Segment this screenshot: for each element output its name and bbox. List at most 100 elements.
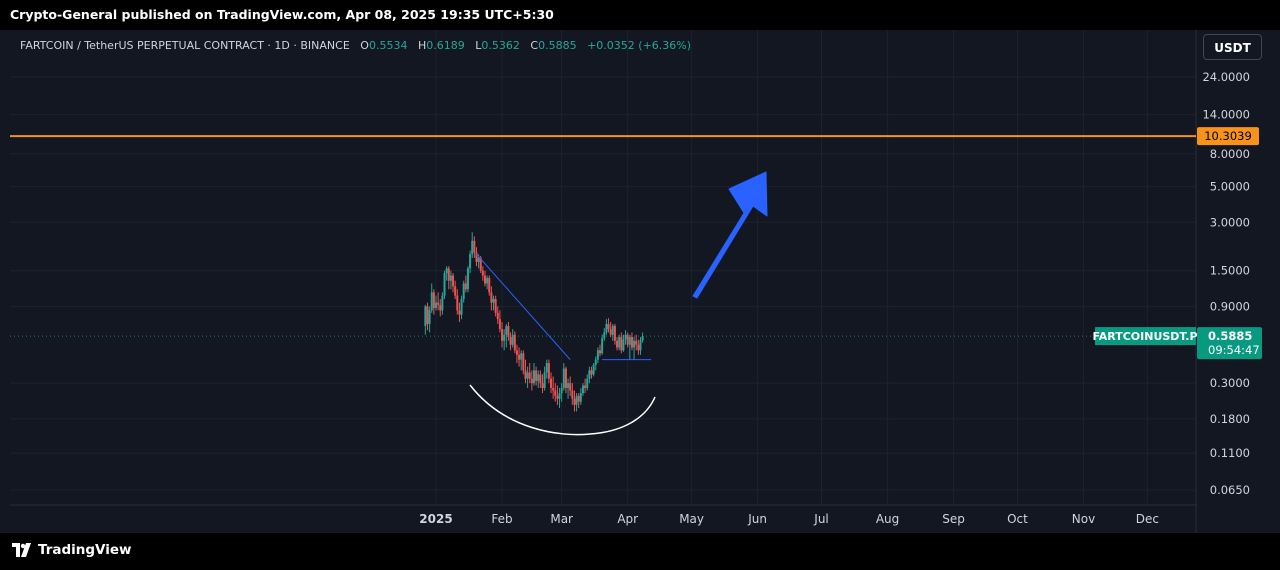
- price-chart[interactable]: 24.0000 14.0000 8.0000 5.0000 3.0000 1.5000 0.…: [0, 0, 1280, 533]
- chart-pane[interactable]: [0, 30, 1280, 533]
- candle-body: [528, 372, 531, 379]
- symbol-tag-text: FARTCOINUSDT.P: [1092, 330, 1197, 343]
- candle-body: [569, 383, 572, 391]
- candle-body: [430, 292, 433, 311]
- candle-body: [535, 370, 538, 381]
- level-price-tag: [1197, 127, 1259, 146]
- candle-body: [435, 302, 437, 308]
- candle-body: [596, 350, 599, 360]
- candle-body: [577, 395, 580, 402]
- candles: [424, 232, 644, 412]
- candle-body: [526, 372, 529, 379]
- price-axis[interactable]: 24.0000 14.0000 8.0000 5.0000 3.0000 1.5000 0.…: [1202, 70, 1250, 497]
- candle-body: [541, 383, 544, 388]
- high-value: 0.6189: [426, 39, 465, 52]
- x-tick-label: Apr: [617, 512, 638, 526]
- candle-body: [520, 353, 523, 360]
- x-tick-label: Dec: [1136, 512, 1159, 526]
- candle-body: [488, 278, 491, 293]
- candle-body: [456, 295, 459, 311]
- grid: [10, 30, 1197, 533]
- candle-body: [424, 306, 427, 326]
- candle-body: [428, 310, 431, 324]
- candle-body: [622, 339, 625, 351]
- y-tick-label: 0.3000: [1210, 376, 1250, 390]
- open-label: O: [360, 39, 369, 52]
- candle-body: [473, 240, 476, 253]
- candle-body: [620, 337, 623, 351]
- candle-body: [443, 273, 446, 296]
- x-tick-label: 2025: [419, 512, 452, 526]
- candle-body: [452, 275, 455, 287]
- candle-body: [486, 278, 489, 284]
- symbol-title[interactable]: FARTCOIN / TetherUS PERPETUAL CONTRACT ·…: [20, 39, 350, 52]
- y-tick-label: 3.0000: [1210, 215, 1250, 229]
- candle-body: [505, 325, 508, 335]
- change-value: +0.0352 (+6.36%): [587, 39, 692, 52]
- candle-body: [552, 387, 555, 391]
- x-tick-label: Feb: [491, 512, 512, 526]
- candle-body: [609, 329, 612, 335]
- drawings[interactable]: [10, 135, 1196, 436]
- y-tick-label: 5.0000: [1210, 180, 1250, 194]
- candle-body: [639, 340, 642, 351]
- candle-body: [592, 364, 595, 375]
- y-tick-label: 24.0000: [1202, 70, 1250, 84]
- candle-body: [494, 299, 497, 313]
- y-tick-label: 0.0650: [1210, 483, 1250, 497]
- candle-body: [543, 372, 546, 388]
- trendline[interactable]: [476, 253, 571, 360]
- candle-body: [469, 254, 472, 269]
- candle-body: [633, 340, 636, 348]
- bar-countdown-text: 09:54:47: [1208, 343, 1260, 357]
- close-value: 0.5885: [538, 39, 577, 52]
- x-tick-label: Jun: [747, 512, 767, 526]
- x-tick-label: Oct: [1007, 512, 1028, 526]
- candle-body: [507, 325, 510, 338]
- candle-body: [637, 344, 640, 351]
- candle-body: [530, 378, 533, 384]
- candle-body: [445, 268, 448, 274]
- candle-body: [539, 374, 542, 384]
- candle-body: [454, 286, 457, 296]
- x-tick-label: Jul: [813, 512, 828, 526]
- candle-body: [532, 370, 535, 384]
- candle-body: [618, 337, 621, 348]
- candle-body: [571, 390, 574, 399]
- candle-body: [594, 359, 597, 365]
- candle-body: [460, 299, 463, 315]
- candle-body: [560, 387, 563, 394]
- current-price-text: 0.5885: [1208, 329, 1252, 343]
- candle-body: [616, 340, 619, 348]
- candle-body: [458, 310, 461, 315]
- candle-body: [554, 390, 557, 396]
- candle-body: [550, 378, 553, 388]
- candle-body: [605, 323, 608, 333]
- open-value: 0.5534: [368, 39, 408, 52]
- candle-body: [630, 337, 633, 348]
- candle-body: [498, 319, 501, 330]
- candle-body: [586, 378, 589, 388]
- candle-body: [471, 240, 474, 255]
- candle-body: [562, 368, 565, 388]
- candle-body: [626, 334, 629, 345]
- candle-body: [475, 252, 478, 262]
- symbol-legend[interactable]: FARTCOIN / TetherUS PERPETUAL CONTRACT ·…: [20, 39, 691, 52]
- publish-header: Crypto-General published on TradingView.…: [0, 0, 1280, 30]
- candle-body: [496, 312, 499, 320]
- candle-body: [522, 353, 525, 371]
- currency-button[interactable]: USDT: [1203, 34, 1262, 60]
- tradingview-brand[interactable]: TradingView: [12, 542, 132, 558]
- candle-body: [439, 304, 442, 311]
- footer-bar: TradingView: [0, 533, 1280, 570]
- up-arrow-icon[interactable]: [692, 171, 768, 299]
- candle-body: [449, 275, 452, 281]
- symbol-tag: [1095, 327, 1196, 346]
- candle-body: [624, 334, 627, 340]
- candle-body: [613, 325, 616, 341]
- candle-body: [509, 337, 512, 345]
- time-axis[interactable]: 2025 Feb Mar Apr May Jun Jul Aug Sep Oct Nov Dec: [419, 512, 1159, 526]
- rounding-bottom-curve[interactable]: [469, 384, 656, 436]
- candle-body: [556, 395, 559, 399]
